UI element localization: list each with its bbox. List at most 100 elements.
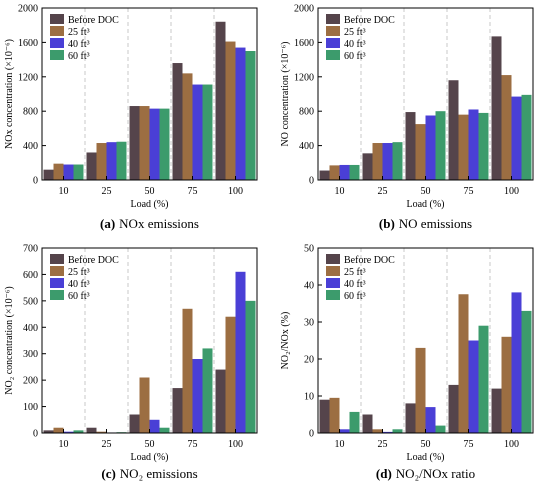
legend-label: Before DOC [344, 15, 395, 26]
x-tick-label: 10 [335, 186, 345, 197]
y-tick-label: 10 [304, 392, 314, 403]
bar-c-s2-c4 [235, 271, 246, 433]
legend-swatch [50, 278, 64, 288]
y-tick-label: 400 [23, 141, 38, 152]
x-tick-label: 75 [188, 439, 198, 450]
bar-c-s3-c2 [159, 427, 170, 433]
bar-a-s1-c3 [182, 73, 193, 180]
y-tick-label: 30 [304, 318, 314, 329]
bar-a-s2-c4 [235, 47, 246, 181]
bar-d-s2-c0 [339, 429, 350, 433]
bar-a-s1-c1 [96, 143, 107, 180]
x-tick-label: 50 [145, 439, 155, 450]
legend-label: 60 ft³ [68, 291, 90, 302]
legend-swatch [326, 290, 340, 300]
legend-swatch [326, 26, 340, 36]
legend-label: 40 ft³ [68, 279, 90, 290]
bar-d-s1-c1 [372, 429, 383, 433]
caption-letter: (b) [379, 216, 395, 231]
bar-c-s1-c1 [96, 431, 107, 433]
bar-d-s3-c4 [521, 310, 532, 433]
x-tick-label: 25 [102, 186, 112, 197]
x-tick-label: 100 [228, 186, 243, 197]
bar-d-s3-c3 [478, 325, 489, 433]
bar-b-s0-c4 [491, 36, 502, 180]
bar-b-s1-c4 [501, 75, 512, 180]
bar-a-s3-c3 [202, 84, 213, 180]
y-axis-title: NOx concentration (×10⁻⁶) [4, 39, 15, 149]
bar-a-s3-c1 [116, 141, 127, 180]
legend-label: 60 ft³ [68, 51, 90, 62]
bar-d-s3-c2 [435, 425, 446, 433]
bar-d-s0-c3 [448, 384, 459, 433]
bar-d-s2-c3 [468, 340, 479, 433]
bar-c-s1-c2 [139, 377, 150, 433]
panel-caption: (b) NO emissions [379, 216, 472, 231]
legend-label: 25 ft³ [344, 27, 366, 38]
x-tick-label: 100 [504, 439, 519, 450]
legend-label: 40 ft³ [68, 39, 90, 50]
bar-d-s0-c0 [319, 399, 330, 433]
legend-swatch [50, 26, 64, 36]
x-tick-label: 100 [504, 186, 519, 197]
bar-d-s1-c3 [458, 294, 469, 433]
legend-label: 25 ft³ [344, 267, 366, 278]
legend-swatch [50, 254, 64, 264]
y-tick-label: 20 [304, 355, 314, 366]
bar-c-s1-c3 [182, 308, 193, 433]
y-tick-label: 2000 [18, 4, 38, 15]
bar-c-s0-c3 [172, 388, 183, 433]
bar-b-s3-c3 [478, 112, 489, 180]
caption-text: NO₂ emissions [120, 466, 198, 481]
legend-label: Before DOC [68, 255, 119, 266]
bar-c-s3-c3 [202, 348, 213, 433]
bar-d-s0-c2 [405, 403, 416, 433]
bar-b-s1-c0 [329, 165, 340, 180]
y-tick-label: 2000 [294, 4, 314, 15]
bar-c-s0-c2 [129, 414, 140, 433]
bar-c-s2-c0 [63, 431, 74, 433]
bar-c-s0-c1 [86, 427, 97, 433]
y-axis-title: NO₂/NOx (%) [280, 312, 291, 370]
bar-b-s1-c2 [415, 124, 426, 180]
legend-label: Before DOC [344, 255, 395, 266]
legend-swatch [326, 254, 340, 264]
bar-a-s3-c4 [245, 51, 256, 180]
y-tick-label: 50 [304, 244, 314, 255]
x-tick-label: 100 [228, 439, 243, 450]
bar-b-s0-c2 [405, 112, 416, 180]
bar-d-s1-c2 [415, 347, 426, 433]
bar-d-s2-c1 [382, 431, 393, 433]
x-tick-label: 25 [378, 439, 388, 450]
bar-b-s2-c1 [382, 143, 393, 180]
bar-b-s3-c0 [349, 164, 360, 180]
bar-d-s0-c4 [491, 388, 502, 433]
legend-swatch [326, 266, 340, 276]
bar-b-s0-c0 [319, 170, 330, 180]
x-tick-label: 25 [102, 439, 112, 450]
bar-b-s0-c1 [362, 153, 373, 180]
x-axis-title: Load (%) [130, 452, 168, 463]
bar-d-s3-c0 [349, 411, 360, 433]
legend-swatch [50, 50, 64, 60]
y-tick-label: 600 [23, 270, 38, 281]
legend-swatch [326, 50, 340, 60]
legend-label: Before DOC [68, 15, 119, 26]
bar-b-s2-c2 [425, 115, 436, 180]
caption-text: NO₂/NOx ratio [396, 466, 475, 481]
x-axis-title: Load (%) [406, 452, 444, 463]
legend-swatch [50, 290, 64, 300]
legend-swatch [326, 278, 340, 288]
bar-c-s2-c3 [192, 359, 203, 433]
bar-b-s3-c2 [435, 111, 446, 180]
bar-a-s0-c2 [129, 106, 140, 180]
bar-c-s0-c0 [43, 430, 54, 433]
x-tick-label: 10 [59, 186, 69, 197]
panel-caption: (d) NO₂/NOx ratio [376, 466, 475, 481]
bar-a-s0-c0 [43, 169, 54, 180]
y-tick-label: 0 [33, 176, 38, 187]
chart-panel-c: 0 100 200 300 400 500 600 700 10 25 50 75 100 Load (%… [4, 244, 258, 481]
bar-c-s2-c2 [149, 419, 160, 433]
bar-b-s1-c1 [372, 143, 383, 180]
